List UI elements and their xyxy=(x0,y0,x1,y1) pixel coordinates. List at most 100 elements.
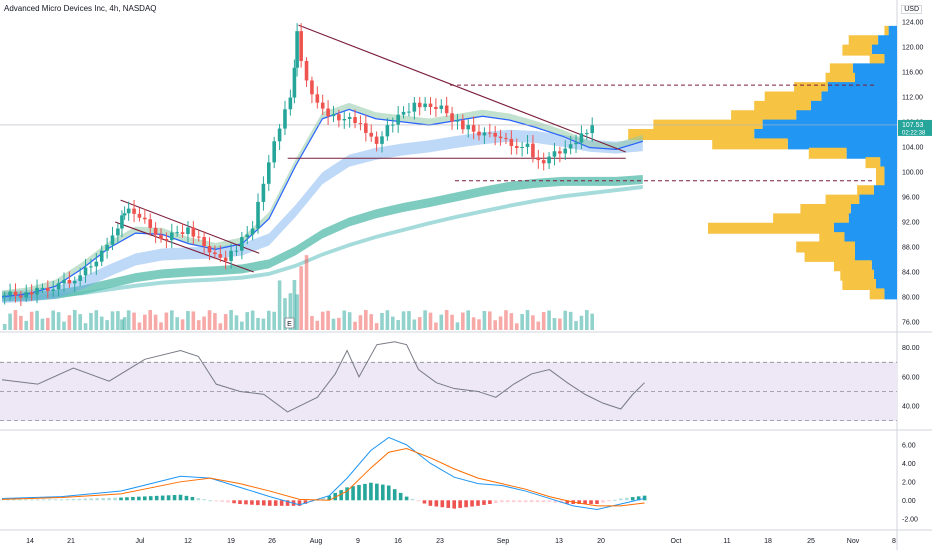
volume-profile-bar-down xyxy=(796,241,855,253)
macd-histogram-bar xyxy=(154,495,159,501)
volume-bar xyxy=(353,321,357,330)
volume-bar xyxy=(525,310,530,330)
macd-histogram-bar xyxy=(517,500,522,503)
macd-histogram-bar xyxy=(505,500,510,503)
volume-profile-bar-up xyxy=(821,91,897,103)
candle-body xyxy=(369,132,374,137)
volume-bar xyxy=(164,312,169,330)
candle-body xyxy=(213,252,217,255)
candle-body xyxy=(574,142,578,145)
candle-body xyxy=(19,295,23,298)
volume-profile-bar-up xyxy=(834,222,897,234)
macd-histogram-bar xyxy=(18,499,22,501)
candle-body xyxy=(148,219,153,228)
macd-histogram-bar xyxy=(113,497,117,501)
candle-body xyxy=(385,125,390,137)
volume-bar xyxy=(56,312,61,330)
volume-bar xyxy=(67,315,72,330)
macd-histogram-bar xyxy=(119,497,123,501)
candle-body xyxy=(105,244,109,251)
volume-bar xyxy=(277,280,282,330)
rsi-tick-label: 80.00 xyxy=(902,345,920,352)
macd-histogram-bar xyxy=(143,496,147,501)
macd-histogram-bar xyxy=(595,500,599,504)
macd-histogram-bar xyxy=(410,498,415,501)
candle-body xyxy=(137,213,142,218)
candle-body xyxy=(126,208,131,214)
macd-histogram-bar xyxy=(53,499,58,501)
last-price-badge xyxy=(898,119,932,136)
volume-bar xyxy=(159,322,163,330)
price-tick-label: 92.00 xyxy=(902,220,920,227)
volume-bar xyxy=(461,312,465,330)
candle-body xyxy=(455,120,460,122)
volume-profile-bar-down xyxy=(842,44,872,56)
macd-histogram-bar xyxy=(392,489,397,501)
volume-bar xyxy=(514,323,519,330)
time-axis-label: 12 xyxy=(184,538,192,545)
candle-body xyxy=(256,201,260,229)
volume-bar xyxy=(143,314,147,330)
candle-body xyxy=(374,136,379,144)
macd-histogram-bar xyxy=(125,497,129,501)
price-tick-label: 80.00 xyxy=(902,295,920,302)
candle-body xyxy=(304,60,309,81)
time-axis-label: 21 xyxy=(67,538,75,545)
volume-bar xyxy=(202,316,206,330)
candle-body xyxy=(439,105,444,109)
volume-bar xyxy=(8,313,12,330)
candle-body xyxy=(272,141,276,163)
candle-body xyxy=(116,228,120,236)
volume-bar xyxy=(331,318,336,330)
candle-body xyxy=(423,103,427,108)
macd-histogram-bar xyxy=(642,495,647,501)
candle-body xyxy=(541,160,546,164)
time-axis-label: Aug xyxy=(310,538,323,545)
volume-bar xyxy=(520,314,524,330)
volume-bar xyxy=(240,321,244,330)
volume-profile-bar-up xyxy=(884,175,897,187)
macd-histogram-bar xyxy=(267,500,272,506)
volume-bar xyxy=(99,316,104,330)
macd-histogram-bar xyxy=(613,499,617,501)
volume-bar xyxy=(2,324,7,330)
volume-bar xyxy=(477,319,481,330)
volume-profile-bar-down xyxy=(884,25,889,37)
volume-profile-bar-up xyxy=(859,194,897,206)
volume-bar xyxy=(407,311,411,330)
volume-bar xyxy=(13,310,18,330)
volume-bar xyxy=(369,314,374,330)
volume-profile-bar-up xyxy=(796,110,897,122)
candle-body xyxy=(509,138,514,146)
volume-profile-bar-up xyxy=(884,288,897,300)
macd-histogram-bar xyxy=(416,500,421,502)
candle-body xyxy=(250,228,255,235)
volume-bar xyxy=(498,316,503,330)
volume-bar xyxy=(19,315,23,330)
volume-bar xyxy=(283,298,287,330)
macd-histogram-bar xyxy=(202,499,207,501)
volume-bar xyxy=(342,310,347,330)
candle-body xyxy=(89,266,93,268)
candle-body xyxy=(83,267,88,276)
long-ema-ribbon xyxy=(2,175,643,302)
macd-histogram-bar xyxy=(232,500,236,504)
volume-profile-bar-up xyxy=(888,25,897,37)
volume-profile-bar-down xyxy=(857,185,874,197)
candle-body xyxy=(450,113,454,122)
volume-profile-bar-down xyxy=(840,269,874,281)
candle-body xyxy=(295,31,299,68)
volume-bar xyxy=(110,311,115,330)
volume-bar xyxy=(51,310,56,330)
volume-bar xyxy=(364,310,368,330)
volume-bar xyxy=(337,317,341,330)
candle-body xyxy=(498,136,503,139)
candle-body xyxy=(568,144,573,149)
volume-bar xyxy=(196,320,201,330)
price-tick-label: 100.00 xyxy=(902,170,924,177)
candle-body xyxy=(175,232,179,234)
candle-body xyxy=(482,132,487,136)
candle-body xyxy=(504,138,508,140)
volume-profile-bar-down xyxy=(842,279,876,290)
